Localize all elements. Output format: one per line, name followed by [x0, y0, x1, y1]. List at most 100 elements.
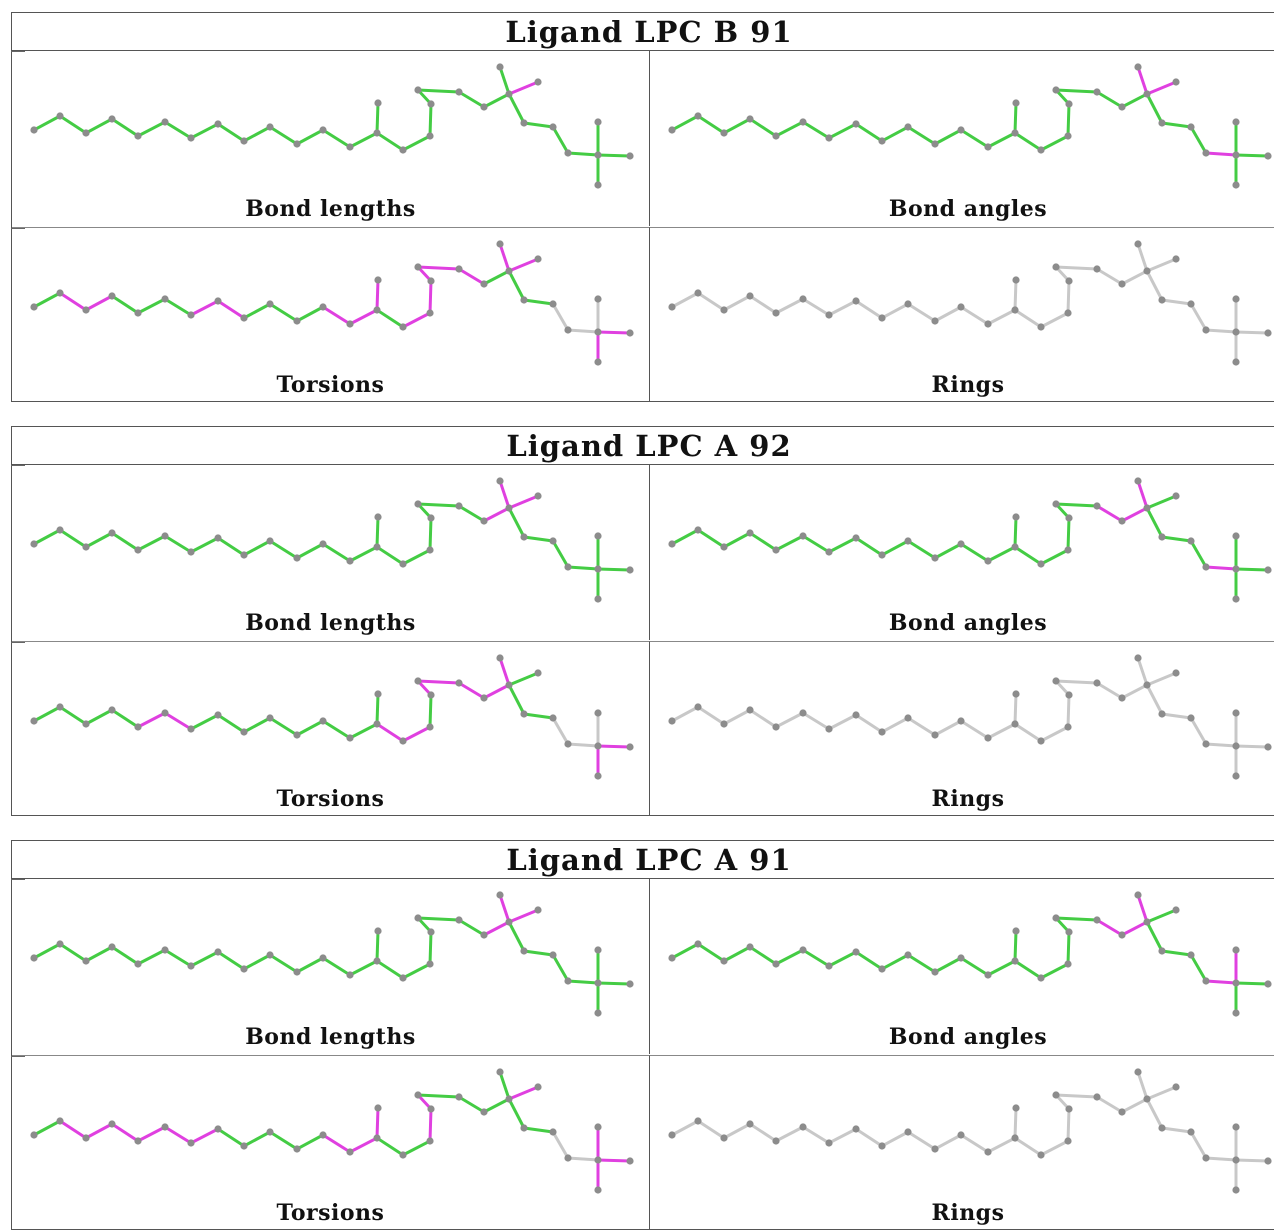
- bond: [597, 330, 631, 335]
- bond: [243, 302, 271, 320]
- atom: [293, 731, 301, 739]
- atom: [549, 300, 557, 308]
- bond: [907, 716, 936, 737]
- atom: [957, 717, 965, 725]
- atom: [161, 295, 169, 303]
- atom: [480, 280, 488, 288]
- atom: [799, 709, 807, 717]
- atom: [1064, 546, 1072, 554]
- atom: [520, 947, 528, 955]
- atom: [594, 709, 602, 717]
- bond: [376, 308, 404, 329]
- bond: [567, 742, 599, 748]
- atom: [414, 263, 422, 271]
- atom: [720, 543, 728, 551]
- atom: [668, 717, 676, 725]
- atom: [1158, 710, 1166, 718]
- bond: [508, 908, 539, 924]
- panel-bond-angles: Bond angles: [649, 51, 1274, 226]
- bond: [269, 125, 298, 146]
- ligand-block: Ligand LPC B 91 Bond lengths Bond angles To…: [11, 12, 1274, 402]
- bond: [907, 302, 936, 323]
- bond: [1205, 979, 1237, 985]
- atom: [957, 303, 965, 311]
- atom: [427, 691, 435, 699]
- bond: [597, 1158, 631, 1163]
- bond: [1235, 744, 1269, 749]
- bond: [907, 125, 936, 146]
- bond: [33, 291, 61, 309]
- atom: [426, 132, 434, 140]
- atom: [852, 120, 860, 128]
- atom: [505, 1095, 513, 1103]
- atom: [161, 532, 169, 540]
- bond: [33, 705, 61, 723]
- atom: [1012, 99, 1020, 107]
- atom: [187, 725, 195, 733]
- bond: [597, 981, 631, 986]
- atom: [319, 1131, 327, 1139]
- atom: [240, 1142, 248, 1150]
- panel-label: Rings: [931, 1200, 1005, 1226]
- ligand-title: Ligand LPC A 91: [12, 841, 1274, 879]
- bond: [376, 545, 404, 566]
- atom: [1172, 906, 1180, 914]
- bond: [1066, 1108, 1071, 1142]
- bond: [402, 548, 431, 566]
- atom: [1093, 265, 1101, 273]
- atom: [1134, 891, 1142, 899]
- bond: [59, 114, 87, 135]
- atom: [187, 311, 195, 319]
- atom: [957, 540, 965, 548]
- bond: [1013, 930, 1018, 962]
- bond: [802, 948, 830, 968]
- atom: [746, 115, 754, 123]
- bond: [349, 545, 378, 563]
- atom: [161, 709, 169, 717]
- bond: [85, 708, 113, 726]
- atom: [1118, 694, 1126, 702]
- panel-torsions: Torsions: [11, 641, 649, 816]
- bond: [1013, 279, 1018, 311]
- bond: [567, 979, 599, 985]
- atom: [480, 694, 488, 702]
- bond: [458, 918, 485, 937]
- bond: [375, 102, 380, 134]
- atom: [427, 928, 435, 936]
- bond: [881, 302, 909, 320]
- atom: [825, 1139, 833, 1147]
- bond: [723, 1122, 751, 1140]
- bond: [137, 534, 166, 552]
- bond: [349, 1136, 378, 1154]
- bond: [1040, 1139, 1069, 1157]
- bond: [1121, 506, 1148, 523]
- bond: [567, 151, 599, 157]
- atom: [825, 134, 833, 142]
- atom: [852, 1125, 860, 1133]
- bond: [349, 959, 378, 977]
- atom: [214, 534, 222, 542]
- atom: [56, 112, 64, 120]
- bond: [1066, 931, 1071, 965]
- panel-label: Bond angles: [888, 1024, 1048, 1050]
- atom: [82, 957, 90, 965]
- atom: [56, 1117, 64, 1125]
- bond: [243, 125, 271, 143]
- bond: [85, 117, 113, 135]
- atom: [108, 1120, 116, 1128]
- atom: [594, 1156, 602, 1164]
- atom: [825, 962, 833, 970]
- bond: [881, 953, 909, 971]
- bond: [802, 711, 830, 731]
- panel-rings: Rings: [649, 227, 1274, 402]
- bond: [1121, 92, 1148, 109]
- atom: [1172, 255, 1180, 263]
- molecule-diagram: [668, 654, 1272, 780]
- bond: [269, 716, 298, 737]
- atom: [1011, 306, 1019, 314]
- atom: [594, 595, 602, 603]
- atom: [1172, 1083, 1180, 1091]
- atom: [746, 292, 754, 300]
- atom: [346, 557, 354, 565]
- atom: [373, 1134, 381, 1142]
